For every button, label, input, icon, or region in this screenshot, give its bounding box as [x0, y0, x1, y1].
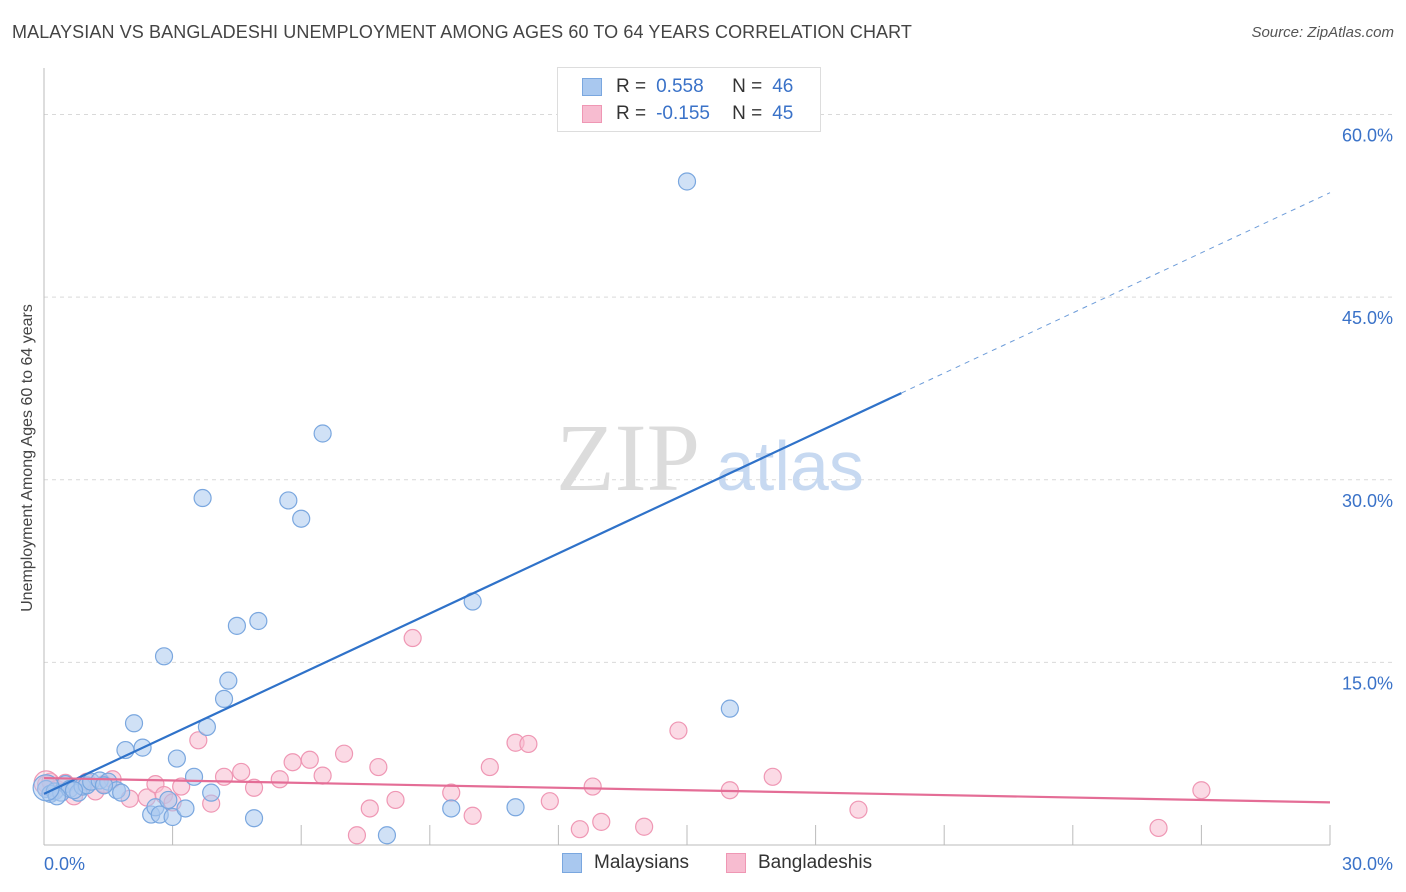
malaysian-point — [219, 671, 238, 690]
y-tick-label: 60.0% — [1342, 126, 1393, 146]
bangladeshi-point — [635, 817, 654, 836]
correlation-legend: R = 0.558 N = 46 R = -0.155 N = 45 — [557, 67, 821, 132]
bangladeshi-point — [570, 820, 589, 839]
watermark-atlas: atlas — [716, 427, 864, 505]
malaysian-point — [112, 783, 131, 802]
bangladeshi-point — [283, 753, 302, 772]
malaysian-point — [184, 767, 204, 786]
x-tick-label: 0.0% — [44, 854, 85, 874]
x-tick-label: 30.0% — [1342, 854, 1393, 874]
malaysian-point — [227, 616, 246, 635]
legend-row-malaysians: R = 0.558 N = 46 — [582, 76, 793, 98]
malaysians-trend-extension — [901, 192, 1331, 394]
bangladeshi-point — [300, 750, 319, 769]
bangladeshi-point — [232, 762, 251, 782]
malaysian-point — [124, 714, 144, 733]
bangladeshi-point — [334, 744, 354, 763]
bangladeshi-point — [1192, 781, 1211, 800]
bangladeshi-point — [360, 799, 379, 818]
bangladeshis-swatch — [726, 853, 746, 873]
bangladeshi-point — [669, 721, 688, 740]
trend-lines — [43, 192, 1331, 804]
malaysian-point — [677, 172, 697, 191]
bangladeshi-point — [463, 806, 482, 825]
bangladeshi-point — [369, 757, 388, 777]
malaysian-point — [292, 509, 311, 528]
legend-r-label: R = — [616, 103, 647, 124]
legend-n-value: 46 — [772, 76, 794, 97]
malaysian-point — [506, 798, 525, 817]
legend-n-label: N = — [732, 103, 763, 124]
y-tick-label: 30.0% — [1342, 491, 1393, 511]
bangladeshi-point — [347, 826, 367, 845]
malaysian-point — [244, 809, 264, 828]
bottom-legend-bangladeshis: Bangladeshis — [726, 852, 872, 874]
bangladeshi-point — [189, 731, 208, 750]
bangladeshi-point — [519, 734, 538, 754]
malaysian-point — [193, 488, 212, 508]
bangladeshi-point — [592, 812, 611, 831]
y-axis-label: Unemployment Among Ages 60 to 64 years — [19, 304, 36, 612]
malaysian-point — [377, 826, 397, 845]
bangladeshi-point — [1149, 818, 1168, 838]
malaysian-point — [279, 491, 298, 510]
bangladeshi-point — [403, 628, 422, 648]
legend-r-value: -0.155 — [656, 103, 710, 124]
bangladeshi-point — [214, 767, 234, 786]
malaysian-point — [214, 689, 234, 709]
malaysian-point — [64, 781, 84, 800]
bangladeshi-point — [583, 777, 602, 796]
bangladeshi-point — [270, 770, 289, 789]
bangladeshis-label: Bangladeshis — [758, 852, 873, 873]
malaysian-point — [442, 799, 461, 818]
bangladeshi-point — [313, 766, 332, 785]
bangladeshis-points — [33, 628, 1211, 845]
watermark: ZIP atlas — [556, 404, 864, 511]
legend-n-value: 45 — [772, 103, 794, 124]
malaysian-point — [154, 647, 174, 666]
bangladeshis-trend-line — [43, 776, 1331, 804]
source-label: Source: ZipAtlas.com — [1251, 24, 1394, 41]
bangladeshi-point — [763, 767, 782, 786]
malaysian-point — [313, 424, 332, 443]
bangladeshi-point — [849, 800, 868, 819]
bangladeshi-point — [172, 777, 191, 796]
legend-row-bangladeshis: R = -0.155 N = 45 — [582, 103, 793, 125]
malaysians-swatch — [562, 853, 582, 873]
grid-lines — [44, 114, 1392, 663]
malaysian-point — [167, 749, 186, 768]
y-tick-label: 15.0% — [1342, 673, 1393, 693]
legend-r-label: R = — [616, 76, 647, 97]
malaysian-point — [720, 699, 739, 718]
chart-title: MALAYSIAN VS BANGLADESHI UNEMPLOYMENT AM… — [12, 22, 913, 42]
legend-swatch-pink — [582, 105, 602, 123]
axes — [43, 68, 1331, 846]
malaysian-point — [94, 776, 114, 795]
malaysians-trend-line — [43, 392, 902, 795]
malaysians-points — [32, 172, 739, 845]
bangladeshi-point — [480, 757, 499, 777]
malaysian-point — [163, 807, 182, 827]
legend-r-value: 0.558 — [656, 76, 704, 97]
bottom-legend-malaysians: Malaysians — [562, 852, 689, 874]
malaysian-point — [159, 790, 178, 810]
legend-swatch-blue — [582, 78, 602, 96]
malaysians-label: Malaysians — [594, 852, 690, 873]
y-tick-label: 45.0% — [1342, 308, 1393, 328]
malaysian-point — [176, 799, 195, 818]
malaysian-point — [202, 783, 221, 802]
legend-n-label: N = — [732, 76, 763, 97]
bangladeshi-point — [386, 790, 405, 810]
tick-labels: 15.0% 30.0% 45.0% 60.0% 0.0% 30.0% — [44, 126, 1393, 874]
bangladeshi-point — [540, 792, 559, 811]
bangladeshi-point — [244, 778, 264, 797]
malaysian-point — [249, 611, 268, 631]
watermark-zip: ZIP — [556, 404, 700, 511]
